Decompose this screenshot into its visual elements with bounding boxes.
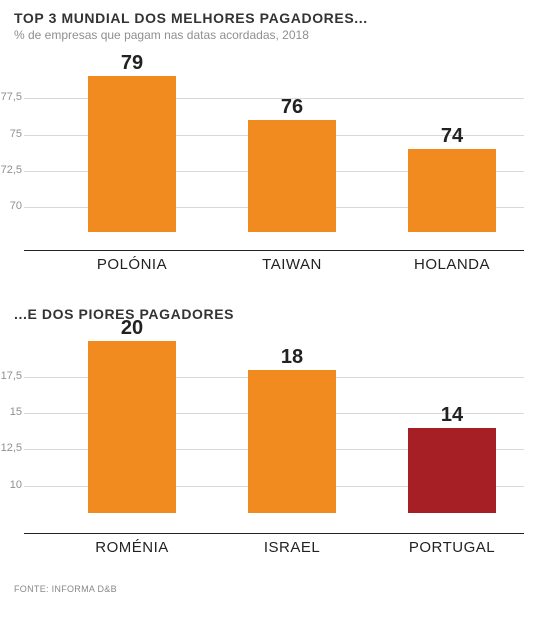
category-label: HOLANDA [382,256,522,273]
baseline [24,533,524,534]
figure-container: TOP 3 MUNDIAL DOS MELHORES PAGADORES... … [0,0,552,42]
source-line: FONTE: INFORMA D&B [0,569,131,597]
bar [248,370,336,513]
chart1-area: 7072,57577,5797674 [24,72,524,232]
value-label: 18 [252,346,332,369]
bar [408,149,496,232]
chart2-area: 1012,51517,5201814 [24,338,524,513]
category-label: ROMÉNIA [62,539,202,556]
bar [408,428,496,513]
category-label: TAIWAN [222,256,362,273]
ytick-label: 70 [0,200,22,212]
ytick-label: 75 [0,128,22,140]
bar [248,120,336,232]
baseline [24,250,524,251]
bar [88,341,176,513]
category-label: PORTUGAL [382,539,522,556]
bar [88,76,176,232]
chart1-categories-row: POLÓNIA TAIWAN HOLANDA [24,256,524,276]
chart1-title: TOP 3 MUNDIAL DOS MELHORES PAGADORES... [14,10,538,26]
ytick-label: 15 [0,406,22,418]
value-label: 74 [412,125,492,148]
source-text: FONTE: INFORMA D&B [14,584,117,594]
value-label: 14 [412,404,492,427]
value-label: 20 [92,317,172,340]
value-label: 79 [92,52,172,75]
ytick-label: 12,5 [0,442,22,454]
value-label: 76 [252,96,332,119]
chart1-subtitle: % de empresas que pagam nas datas acorda… [14,28,538,42]
ytick-label: 17,5 [0,370,22,382]
ytick-label: 77,5 [0,91,22,103]
category-label: POLÓNIA [62,256,202,273]
ytick-label: 72,5 [0,164,22,176]
ytick-label: 10 [0,479,22,491]
category-label: ISRAEL [222,539,362,556]
chart2-categories-row: ROMÉNIA ISRAEL PORTUGAL [24,539,524,559]
